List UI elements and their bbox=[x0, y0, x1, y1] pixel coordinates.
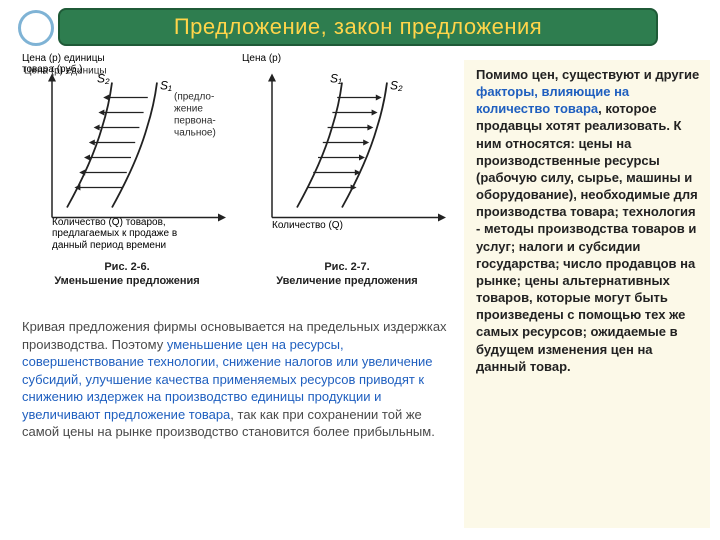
svg-text:первона-: первона- bbox=[174, 116, 216, 127]
y-axis-label-right: Цена (p) bbox=[242, 53, 281, 64]
curve-s2-right bbox=[342, 83, 387, 208]
fig-no-left: Рис. 2-6. bbox=[22, 261, 232, 273]
right-paragraph-box: Помимо цен, существуют и другие факторы,… bbox=[464, 60, 710, 528]
left-paragraph: Кривая предложения фирмы основывается на… bbox=[22, 318, 452, 441]
s1-label-right: S₁ bbox=[330, 72, 342, 86]
svg-text:чальное): чальное) bbox=[174, 128, 216, 139]
fig-caption-right: Увеличение предложения bbox=[242, 275, 452, 287]
graph-right-svg: S₁ S₂ bbox=[242, 55, 452, 285]
x-axis-label-left: Количество (Q) товаров, предлагаемых к п… bbox=[52, 217, 177, 252]
graph-left: S₁ S₂ (предло- жение первона- чальное) Ц… bbox=[22, 55, 232, 285]
fig-no-right: Рис. 2-7. bbox=[242, 261, 452, 273]
curve-s1-left bbox=[112, 83, 157, 208]
x-axis-label-right: Количество (Q) bbox=[272, 220, 343, 231]
graph-right: S₁ S₂ Цена (p) Количество (Q) Рис. 2-7. … bbox=[242, 55, 452, 285]
title-bar: Предложение, закон предложения bbox=[58, 8, 658, 46]
curve-s1-right bbox=[297, 83, 342, 208]
right-post: , которое продавцы хотят реализовать. К … bbox=[476, 101, 698, 373]
graphs-row: S₁ S₂ (предло- жение первона- чальное) Ц… bbox=[22, 55, 452, 285]
curve-s2-left bbox=[67, 83, 112, 208]
page-title: Предложение, закон предложения bbox=[174, 14, 542, 40]
fig-caption-left: Уменьшение предложения bbox=[22, 275, 232, 287]
s1-label-left: S₁ bbox=[160, 79, 172, 93]
s2-label-right: S₂ bbox=[390, 79, 403, 93]
svg-text:жение: жение bbox=[174, 104, 203, 115]
right-pre: Помимо цен, существуют и другие bbox=[476, 67, 699, 82]
y-axis-label-left: Цена (p) единицы товара (руб.) bbox=[22, 53, 105, 75]
decor-circle-icon bbox=[18, 10, 54, 46]
shift-arrows-left bbox=[74, 95, 147, 191]
shift-arrows-right bbox=[308, 95, 381, 191]
svg-text:(предло-: (предло- bbox=[174, 92, 214, 103]
